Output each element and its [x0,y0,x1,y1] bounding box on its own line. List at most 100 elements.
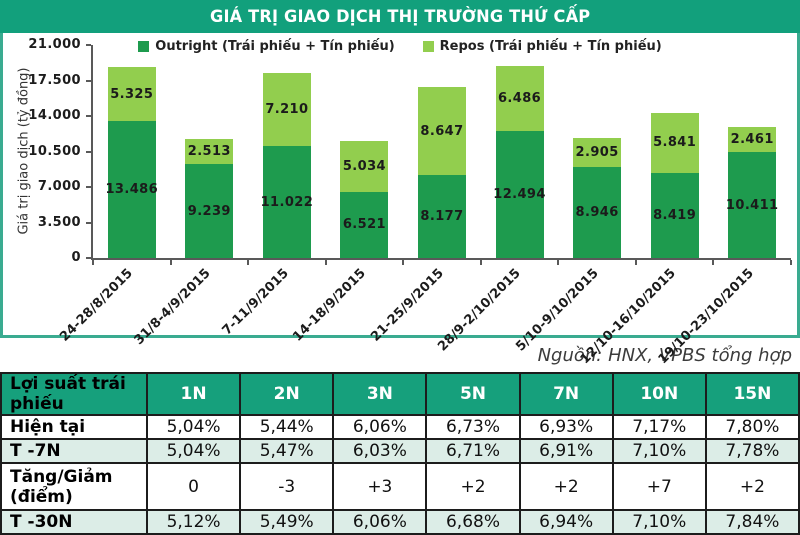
table-cell: 7,10% [611,508,707,535]
bar-value-label: 6.486 [497,90,542,106]
source-row: Nguồn: HNX, VPBS tổng hợp [0,338,800,372]
bar-slot: 7.210 11.022 [248,45,326,258]
bar-value-label: 8.177 [420,209,464,225]
bar-value-label: 7.210 [265,102,309,118]
y-axis-tick-mark [86,150,91,153]
row-label: Hiện tại [0,413,148,441]
x-axis-tick-mark [169,260,172,265]
column-header-1n: 1N [145,372,242,416]
bar-segment-outright: 13.486 [105,121,159,258]
bar-slot: 2.513 9.239 [171,45,249,258]
bar-segment-repos: 2.905 [573,137,622,168]
table-cell: 7,78% [704,438,800,465]
table-cell: +3 [332,462,428,511]
bar-slot: 8.647 8.177 [403,45,481,258]
table-cell: 6,94% [518,508,614,535]
legend-label-outright: Outright (Trái phiếu + Tín phiếu) [155,39,395,54]
bar-segment-repos: 6.486 [495,65,544,132]
bar-slot: 6.486 12.494 [481,45,559,258]
table-cell: 6,71% [425,438,521,465]
y-axis-tick-mark [86,79,91,82]
column-header-7n: 7N [518,372,614,416]
bar-value-label: 9.239 [187,203,231,219]
bar-segment-outright: 10.411 [726,152,778,258]
y-axis-tick-label: 10.500 [28,143,81,159]
y-axis-tick-label: 17.500 [28,72,81,88]
bar-slot: 5.841 8.419 [636,45,714,258]
bar-value-label: 6.521 [342,217,386,233]
stacked-bar: 5.841 8.419 [650,113,699,258]
row-label: T -7N [0,438,148,465]
x-axis-category-label: 24-28/8/2015 [57,266,137,345]
table-cell: 5,49% [239,508,335,535]
table-cell: 5,12% [145,508,242,535]
stacked-bar: 7.210 11.022 [260,73,314,258]
y-axis-tick-label: 7.000 [37,179,81,194]
outright-legend-swatch-icon [138,41,150,52]
x-axis-tick-mark [790,260,792,265]
stacked-bar: 5.325 13.486 [105,67,159,258]
table-cell: 5,04% [145,438,242,465]
bar-value-label: 2.513 [187,144,231,160]
secondary-market-chart: Outright (Trái phiếu + Tín phiếu) Repos … [0,33,800,367]
stacked-bar: 6.486 12.494 [493,65,545,258]
bar-slot: 5.325 13.486 [93,45,171,258]
legend-label-repos: Repos (Trái phiếu + Tín phiếu) [439,39,662,54]
bar-value-label: 5.034 [342,158,386,174]
x-axis-tick-mark [92,260,94,265]
table-cell: 6,91% [518,438,614,465]
y-axis-tick-label: 3.500 [37,214,81,230]
table-cell: 6,06% [332,413,428,441]
row-label: T -30N [0,508,148,535]
column-header-3n: 3N [332,372,428,416]
legend-item-repos: Repos (Trái phiếu + Tín phiếu) [422,39,662,54]
bar-value-label: 13.486 [105,182,159,198]
bar-segment-repos: 5.841 [650,113,699,173]
x-axis-tick-mark [634,260,637,265]
table-cell: 5,44% [239,413,335,441]
table-header-row: Lợi suất trái phiếu 1N 2N 3N 5N 7N 10N 1… [0,372,800,416]
bar-value-label: 11.022 [260,194,314,210]
table-row-t7n: T -7N 5,04% 5,47% 6,03% 6,71% 6,91% 7,10… [0,438,800,465]
x-axis-tick-mark [402,260,405,265]
stacked-bar: 8.647 8.177 [417,87,466,258]
bar-slot: 2.461 10.411 [713,45,791,258]
table-row-t30n: T -30N 5,12% 5,49% 6,06% 6,68% 6,94% 7,1… [0,508,800,535]
bar-segment-outright: 6.521 [340,191,389,258]
bar-segment-repos: 2.461 [728,127,777,153]
table-cell: 6,93% [518,413,614,441]
y-axis-tick-mark [86,115,91,117]
bar-value-label: 8.647 [420,123,464,139]
x-axis-tick-mark [247,260,250,265]
legend-item-outright: Outright (Trái phiếu + Tín phiếu) [138,39,395,54]
x-axis-category-label: 7-11/9/2015 [219,266,292,339]
repos-legend-swatch-icon [422,41,434,52]
table-cell: 5,47% [239,438,335,465]
bar-segment-outright: 8.419 [650,172,699,258]
table-row-current: Hiện tại 5,04% 5,44% 6,06% 6,73% 6,93% 7… [0,413,800,441]
page-title: GIÁ TRỊ GIAO DỊCH THỊ TRƯỜNG THỨ CẤP [209,6,591,27]
column-header-label: Lợi suất trái phiếu [0,372,148,416]
bar-segment-outright: 8.946 [573,167,622,258]
table-cell: +2 [425,462,521,511]
x-axis-category-label: 14-18/9/2015 [290,266,370,345]
table-row-change: Tăng/Giảm (điểm) 0 -3 +3 +2 +2 +7 +2 [0,462,800,511]
column-header-10n: 10N [611,372,707,416]
x-axis-category-label: 31/8-4/9/2015 [131,266,214,349]
table-cell: -3 [239,462,335,511]
bar-segment-repos: 2.513 [185,138,234,165]
table-cell: 6,06% [332,508,428,535]
column-header-15n: 15N [704,372,800,416]
bar-value-label: 5.325 [110,86,154,102]
x-axis-tick-mark [479,260,482,265]
table-cell: 7,10% [611,438,707,465]
bar-segment-repos: 7.210 [262,73,311,147]
bar-segment-outright: 8.177 [417,175,466,258]
bar-value-label: 5.841 [653,135,697,151]
bar-segment-outright: 11.022 [260,146,314,258]
table-cell: 7,80% [704,413,800,441]
plot-area [91,45,791,260]
chart-title-banner: GIÁ TRỊ GIAO DỊCH THỊ TRƯỜNG THỨ CẤP [0,0,800,33]
bar-value-label: 8.946 [575,205,619,221]
x-axis-category-label: 21-25/9/2015 [367,266,447,345]
